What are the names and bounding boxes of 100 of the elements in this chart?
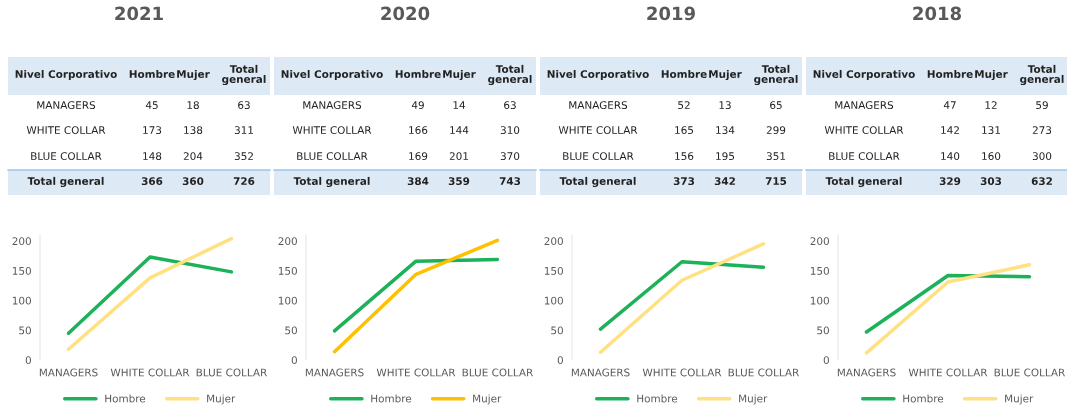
text: 300 — [1032, 152, 1052, 161]
chart-title: 2019 — [647, 6, 695, 21]
text: 351 — [766, 152, 785, 161]
text: 352 — [234, 152, 253, 161]
y-tick-label: 50 — [285, 326, 297, 335]
y-tick-label: 200 — [544, 237, 563, 246]
text: 144 — [450, 126, 469, 134]
text: BLUE COLLAR — [829, 152, 900, 161]
x-tick-label: WHITE COLLAR — [908, 368, 988, 377]
x-tick-label: MANAGERS — [837, 368, 896, 377]
y-tick-label: 150 — [810, 266, 829, 275]
x-tick-label: BLUE COLLAR — [728, 368, 799, 377]
legend-label: Mujer — [473, 394, 502, 405]
y-tick-label: 100 — [12, 296, 31, 305]
text: 715 — [765, 177, 787, 186]
text: 47 — [943, 101, 956, 109]
text: Nivel Corporativo — [813, 69, 915, 81]
legend-label: Hombre — [903, 394, 944, 403]
text: 166 — [409, 126, 428, 135]
text: MANAGERS — [37, 101, 96, 110]
text: Total general — [222, 64, 266, 86]
text: 303 — [980, 177, 1002, 186]
legend-label: Hombre — [637, 394, 678, 403]
x-tick-label: BLUE COLLAR — [196, 368, 267, 377]
y-tick-label: 50 — [551, 326, 563, 335]
text: Hombre — [129, 69, 175, 79]
text: 52 — [678, 101, 690, 110]
text: Total general — [27, 176, 104, 188]
y-tick-label: 150 — [544, 266, 563, 275]
text: Total general — [1020, 64, 1064, 86]
text: 329 — [939, 177, 961, 186]
x-tick-label: MANAGERS — [305, 368, 364, 377]
text: BLUE COLLAR — [31, 152, 102, 161]
y-tick-label: 0 — [823, 356, 829, 365]
text: Total general — [559, 176, 636, 188]
text: Total general — [825, 176, 902, 188]
text: 63 — [238, 101, 250, 110]
legend-label: Mujer — [207, 394, 236, 405]
y-tick-label: 150 — [12, 266, 31, 275]
text: MANAGERS — [569, 101, 628, 110]
text: 160 — [982, 152, 1001, 161]
text: Hombre — [927, 69, 973, 79]
y-tick-label: 100 — [544, 296, 563, 305]
text: 311 — [234, 126, 253, 135]
text: Mujer — [177, 69, 210, 81]
text: 156 — [675, 152, 694, 161]
x-tick-label: BLUE COLLAR — [994, 368, 1065, 377]
y-tick-label: 150 — [278, 266, 297, 275]
x-tick-label: MANAGERS — [39, 368, 98, 377]
text: 310 — [500, 126, 520, 135]
text: 49 — [411, 101, 424, 110]
text: 165 — [675, 126, 694, 135]
x-tick-label: WHITE COLLAR — [376, 368, 456, 377]
text: WHITE COLLAR — [824, 126, 904, 135]
chart-title: 2020 — [381, 6, 430, 21]
text: Nivel Corporativo — [15, 69, 117, 81]
text: 18 — [187, 101, 199, 110]
text: 142 — [941, 126, 959, 134]
y-tick-label: 100 — [810, 296, 829, 305]
text: 63 — [504, 101, 516, 110]
text: 138 — [184, 126, 203, 135]
y-tick-label: 0 — [291, 356, 297, 365]
text: WHITE COLLAR — [558, 126, 638, 135]
chart-title: 2018 — [913, 6, 962, 21]
text: Hombre — [395, 69, 441, 79]
text: 169 — [409, 152, 428, 161]
text: 131 — [982, 126, 1000, 135]
y-tick-label: 100 — [278, 296, 297, 305]
text: 726 — [233, 177, 255, 186]
text: 342 — [714, 177, 735, 186]
y-tick-label: 50 — [817, 326, 829, 335]
y-tick-label: 0 — [557, 356, 563, 365]
text: Hombre — [661, 69, 707, 79]
text: 59 — [1036, 101, 1048, 110]
text: 12 — [985, 101, 997, 109]
chart-title: 2021 — [115, 6, 163, 21]
text: Nivel Corporativo — [547, 69, 649, 81]
y-tick-label: 200 — [12, 237, 31, 246]
text: 366 — [141, 177, 163, 186]
legend-label: Hombre — [105, 394, 146, 403]
text: 299 — [766, 126, 786, 135]
text: 134 — [716, 126, 735, 135]
y-tick-label: 0 — [25, 356, 31, 365]
x-tick-label: WHITE COLLAR — [110, 368, 190, 377]
text: 273 — [1032, 126, 1052, 135]
text: 173 — [143, 126, 162, 135]
x-tick-label: BLUE COLLAR — [462, 368, 533, 377]
text: 373 — [673, 177, 695, 186]
x-tick-label: WHITE COLLAR — [642, 368, 722, 377]
text: 632 — [1031, 177, 1052, 186]
x-tick-label: MANAGERS — [571, 368, 630, 377]
text: 65 — [770, 101, 782, 110]
text: WHITE COLLAR — [26, 126, 106, 135]
text: Total general — [488, 64, 532, 86]
text: BLUE COLLAR — [297, 152, 368, 161]
text: 743 — [499, 177, 521, 186]
y-tick-label: 200 — [810, 237, 829, 246]
text: 360 — [182, 177, 204, 186]
legend-label: Mujer — [739, 394, 768, 405]
y-tick-label: 50 — [19, 326, 31, 335]
